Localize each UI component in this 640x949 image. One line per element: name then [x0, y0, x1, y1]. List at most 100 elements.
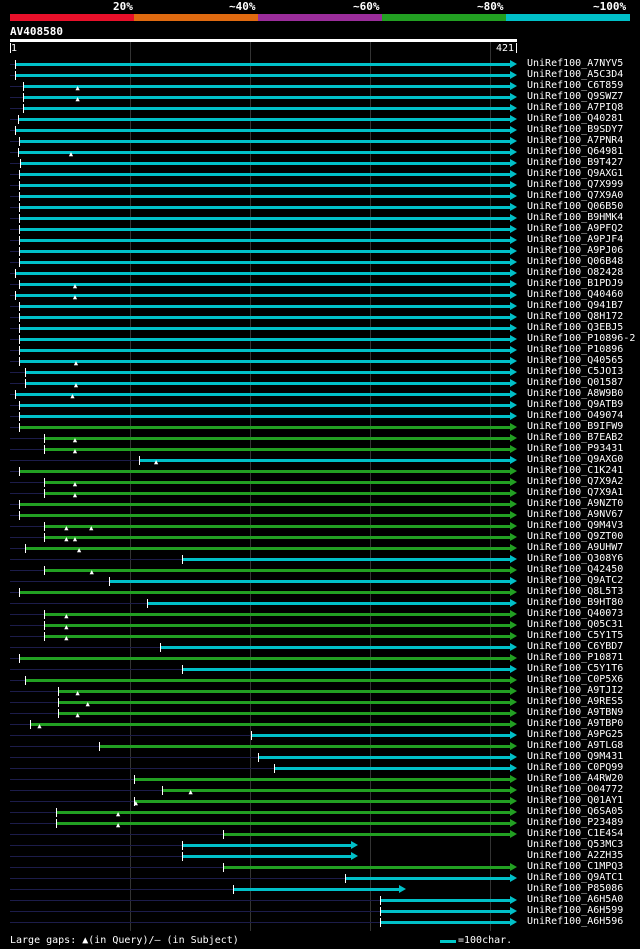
hit-row[interactable]: ▲ UniRef100_Q40565 [0, 355, 640, 367]
hit-label[interactable]: UniRef100_C5JOI3 [527, 366, 624, 377]
hit-row[interactable]: UniRef100_Q3EBJ5 [0, 322, 640, 334]
hit-row[interactable]: UniRef100_B9HMK4 [0, 212, 640, 224]
alignment-bar[interactable] [159, 646, 510, 649]
alignment-bar[interactable] [15, 74, 510, 77]
alignment-bar[interactable] [44, 613, 510, 616]
hit-row[interactable]: UniRef100_A4RW20 [0, 773, 640, 785]
alignment-bar[interactable] [17, 118, 510, 121]
hit-label[interactable]: UniRef100_C6T859 [527, 80, 624, 91]
hit-label[interactable]: UniRef100_C1E4S4 [527, 828, 624, 839]
hit-row[interactable]: UniRef100_A9TLG8 [0, 740, 640, 752]
hit-label[interactable]: UniRef100_A9NZT0 [527, 498, 624, 509]
hit-row[interactable]: UniRef100_Q40281 [0, 113, 640, 125]
alignment-bar[interactable] [19, 250, 510, 253]
hit-label[interactable]: UniRef100_Q01587 [527, 377, 624, 388]
hit-label[interactable]: UniRef100_A2ZH35 [527, 850, 624, 861]
hit-label[interactable]: UniRef100_A9PJF4 [527, 234, 624, 245]
alignment-bar[interactable] [55, 811, 510, 814]
alignment-bar[interactable] [19, 195, 510, 198]
hit-row[interactable]: UniRef100_C1E4S4 [0, 828, 640, 840]
hit-label[interactable]: UniRef100_A6H5A0 [527, 894, 624, 905]
alignment-bar[interactable] [380, 899, 510, 902]
hit-label[interactable]: UniRef100_C5Y1T6 [527, 663, 624, 674]
hit-row[interactable]: ▲ UniRef100_Q64981 [0, 146, 640, 158]
alignment-bar[interactable] [22, 107, 510, 110]
alignment-bar[interactable] [25, 547, 510, 550]
hit-label[interactable]: UniRef100_Q9AXG1 [527, 168, 624, 179]
alignment-bar[interactable] [19, 316, 510, 319]
alignment-bar[interactable] [58, 701, 510, 704]
hit-row[interactable]: UniRef100_C0PQ99 [0, 762, 640, 774]
hit-row[interactable]: UniRef100_Q308Y6 [0, 553, 640, 565]
hit-row[interactable]: UniRef100_A5C3D4 [0, 69, 640, 81]
hit-row[interactable]: UniRef100_Q8H172 [0, 311, 640, 323]
alignment-bar[interactable] [108, 580, 510, 583]
hit-label[interactable]: UniRef100_A9TJI2 [527, 685, 624, 696]
hit-row[interactable]: ▲ UniRef100_Q01587 [0, 377, 640, 389]
hit-row[interactable]: UniRef100_P10896-2 [0, 333, 640, 345]
hit-label[interactable]: UniRef100_A9TBP0 [527, 718, 624, 729]
hit-label[interactable]: UniRef100_Q308Y6 [527, 553, 624, 564]
hit-row[interactable]: UniRef100_A6H596 [0, 916, 640, 928]
alignment-bar[interactable] [19, 349, 510, 352]
hit-row[interactable]: UniRef100_O49074 [0, 410, 640, 422]
hit-label[interactable]: UniRef100_Q3EBJ5 [527, 322, 624, 333]
alignment-bar[interactable] [44, 481, 510, 484]
alignment-bar[interactable] [19, 415, 510, 418]
hit-label[interactable]: UniRef100_O82428 [527, 267, 624, 278]
alignment-bar[interactable] [19, 657, 510, 660]
hit-label[interactable]: UniRef100_Q7X9A2 [527, 476, 624, 487]
hit-row[interactable]: UniRef100_C1MPQ3 [0, 861, 640, 873]
hit-row[interactable]: UniRef100_Q9ATB9 [0, 399, 640, 411]
alignment-bar[interactable] [182, 668, 510, 671]
alignment-bar[interactable] [19, 239, 510, 242]
hit-row[interactable]: UniRef100_A7PNR4 [0, 135, 640, 147]
hit-row[interactable]: ▲ UniRef100_C5Y1T5 [0, 630, 640, 642]
hit-row[interactable]: UniRef100_Q7X9A0 [0, 190, 640, 202]
hit-row[interactable]: ▲ UniRef100_O04772 [0, 784, 640, 796]
hit-row[interactable]: UniRef100_Q9M431 [0, 751, 640, 763]
alignment-bar[interactable] [44, 635, 510, 638]
hit-label[interactable]: UniRef100_Q40073 [527, 608, 624, 619]
hit-row[interactable]: ▲ UniRef100_A9RES5 [0, 696, 640, 708]
hit-label[interactable]: UniRef100_B9IFW9 [527, 421, 624, 432]
hit-row[interactable]: UniRef100_Q9AXG1 [0, 168, 640, 180]
alignment-bar[interactable] [19, 503, 510, 506]
hit-label[interactable]: UniRef100_Q8H172 [527, 311, 624, 322]
hit-label[interactable]: UniRef100_A6H596 [527, 916, 624, 927]
alignment-bar[interactable] [17, 151, 510, 154]
hit-label[interactable]: UniRef100_C1MPQ3 [527, 861, 624, 872]
hit-row[interactable]: ▲ UniRef100_A9TJI2 [0, 685, 640, 697]
hit-label[interactable]: UniRef100_P10871 [527, 652, 624, 663]
alignment-bar[interactable] [19, 327, 510, 330]
alignment-bar[interactable] [44, 569, 510, 572]
hit-label[interactable]: UniRef100_A9NV67 [527, 509, 624, 520]
alignment-bar[interactable] [44, 536, 510, 539]
hit-row[interactable]: ▲ UniRef100_P93431 [0, 443, 640, 455]
alignment-bar[interactable] [15, 294, 510, 297]
hit-label[interactable]: UniRef100_O49074 [527, 410, 624, 421]
hit-row[interactable]: ▲ UniRef100_A9TBP0 [0, 718, 640, 730]
alignment-bar[interactable] [15, 129, 510, 132]
hit-row[interactable]: ▲ UniRef100_Q05C31 [0, 619, 640, 631]
alignment-bar[interactable] [182, 844, 352, 847]
hit-label[interactable]: UniRef100_Q9ATC2 [527, 575, 624, 586]
hit-row[interactable]: ▲ ▲ UniRef100_Q9M4V3 [0, 520, 640, 532]
hit-row[interactable]: ▲ UniRef100_A8W9B0 [0, 388, 640, 400]
hit-row[interactable]: ▲ UniRef100_B7EAB2 [0, 432, 640, 444]
alignment-bar[interactable] [134, 778, 510, 781]
hit-label[interactable]: UniRef100_A9TBN9 [527, 707, 624, 718]
hit-row[interactable]: UniRef100_A9NZT0 [0, 498, 640, 510]
hit-label[interactable]: UniRef100_B1PDJ9 [527, 278, 624, 289]
hit-label[interactable]: UniRef100_A4RW20 [527, 773, 624, 784]
alignment-bar[interactable] [19, 591, 510, 594]
hit-row[interactable]: ▲ UniRef100_P23489 [0, 817, 640, 829]
hit-row[interactable]: UniRef100_A6H5A0 [0, 894, 640, 906]
hit-label[interactable]: UniRef100_P93431 [527, 443, 624, 454]
hit-row[interactable]: ▲ UniRef100_Q01AY1 [0, 795, 640, 807]
hit-label[interactable]: UniRef100_B9T427 [527, 157, 624, 168]
hit-label[interactable]: UniRef100_C6YBD7 [527, 641, 624, 652]
alignment-bar[interactable] [139, 459, 510, 462]
alignment-bar[interactable] [44, 448, 510, 451]
alignment-bar[interactable] [44, 437, 510, 440]
